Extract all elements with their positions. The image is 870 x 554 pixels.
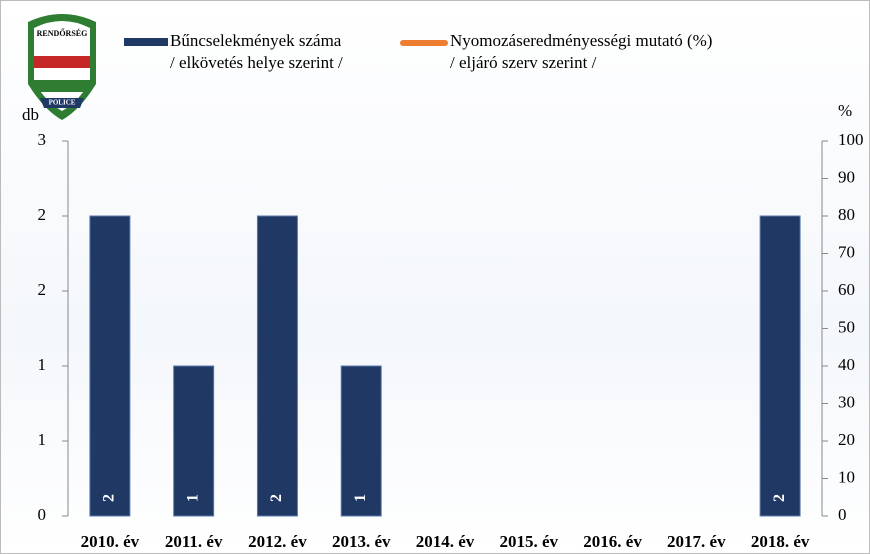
x-tick-label: 2014. év: [416, 532, 475, 551]
x-tick-label: 2017. év: [667, 532, 726, 551]
data-label: 2: [268, 494, 285, 502]
y2-tick-label: 70: [838, 242, 855, 261]
logo-bottom: POLICE: [49, 99, 76, 107]
y-tick-label: 0: [38, 505, 47, 524]
x-tick-label: 2018. év: [751, 532, 810, 551]
bar: [173, 365, 215, 517]
y2-tick-label: 90: [838, 167, 855, 186]
data-label: 2: [771, 494, 788, 502]
y2-tick-label: 50: [838, 317, 855, 336]
y-tick-label: 1: [38, 430, 47, 449]
bar: [759, 215, 801, 517]
y-tick-label: 3: [38, 130, 47, 149]
legend-swatch: [400, 40, 448, 46]
y2-tick-label: 80: [838, 205, 855, 224]
bar: [89, 215, 131, 517]
y-tick-label: 1: [38, 355, 47, 374]
y2-tick-label: 10: [838, 467, 855, 486]
bar: [256, 215, 298, 517]
x-tick-label: 2010. év: [81, 532, 140, 551]
data-label: 1: [352, 494, 369, 502]
legend-swatch: [124, 38, 168, 46]
y-axis-label: db: [22, 105, 39, 124]
legend-entry: Nyomozáseredményességi mutató (%) / eljá…: [450, 31, 713, 72]
x-tick-label: 2011. év: [165, 532, 223, 551]
x-tick-label: 2013. év: [332, 532, 391, 551]
y2-tick-label: 60: [838, 280, 855, 299]
y2-tick-label: 20: [838, 430, 855, 449]
y2-axis-label: %: [838, 101, 852, 120]
x-tick-label: 2012. év: [248, 532, 307, 551]
data-label: 1: [184, 494, 201, 502]
logo: RENDŐRSÉG POLICE: [28, 14, 96, 120]
data-label: 2: [101, 494, 118, 502]
y2-tick-label: 40: [838, 355, 855, 374]
x-tick-label: 2016. év: [583, 532, 642, 551]
logo-top: RENDŐRSÉG: [37, 28, 88, 38]
y2-tick-label: 30: [838, 392, 855, 411]
y-tick-label: 2: [38, 205, 47, 224]
y2-tick-label: 0: [838, 505, 847, 524]
y-tick-label: 2: [38, 280, 47, 299]
legend-entry: Bűncselekmények száma / elkövetés helye …: [170, 31, 343, 72]
y2-tick-label: 100: [838, 130, 864, 149]
bar: [340, 365, 382, 517]
x-tick-label: 2015. év: [500, 532, 559, 551]
